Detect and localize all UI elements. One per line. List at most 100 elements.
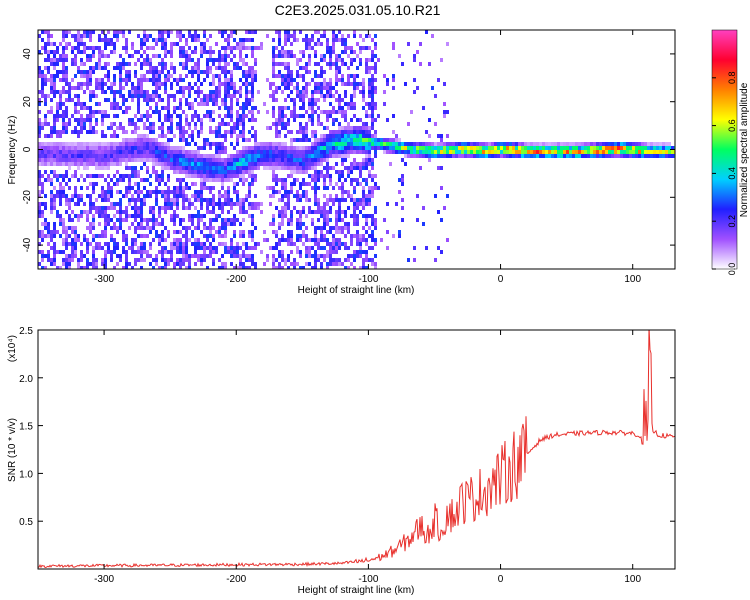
spectrogram-cell	[209, 218, 212, 222]
spectrogram-cell	[98, 234, 101, 238]
spectrogram-cell	[293, 106, 296, 110]
spectrogram-cell	[209, 162, 212, 166]
spectrogram-cell	[185, 182, 188, 186]
spectrogram-cell	[161, 246, 164, 250]
spectrogram-cell	[275, 134, 278, 138]
spectrogram-cell	[515, 142, 518, 146]
spectrogram-cell	[302, 134, 305, 138]
spectrogram-cell	[53, 90, 56, 94]
spectrogram-cell	[347, 166, 350, 170]
spectrogram-cell	[284, 178, 287, 182]
spectrogram-cell	[152, 78, 155, 82]
spectrogram-cell	[497, 142, 500, 146]
spectrogram-cell	[284, 210, 287, 214]
spectrogram-cell	[335, 210, 338, 214]
spectrogram-cell	[134, 130, 137, 134]
spectrogram-cell	[41, 174, 44, 178]
spectrogram-cell	[317, 82, 320, 86]
spectrogram-cell	[173, 194, 176, 198]
spectrogram-cell	[131, 142, 134, 146]
spectrogram-cell	[125, 142, 128, 146]
spectrogram-cell	[137, 138, 140, 142]
spectrogram-cell	[191, 50, 194, 54]
spectrogram-cell	[86, 34, 89, 38]
spectrogram-cell	[200, 170, 203, 174]
spectrogram-cell	[284, 158, 287, 162]
spectrogram-cell	[140, 46, 143, 50]
spectrogram-cell	[110, 250, 113, 254]
spectrogram-cell	[275, 206, 278, 210]
spectrogram-cell	[293, 30, 296, 34]
spectrogram-cell	[509, 146, 512, 150]
spectrogram-cell	[56, 90, 59, 94]
spectrogram-cell	[95, 62, 98, 66]
spectrogram-cell	[86, 250, 89, 254]
spectrogram-cell	[371, 262, 374, 266]
spectrogram-cell	[59, 130, 62, 134]
spectrogram-cell	[233, 218, 236, 222]
spectrogram-cell	[152, 258, 155, 262]
spectrogram-cell	[305, 254, 308, 258]
spectrogram-cell	[125, 74, 128, 78]
spectrogram-x-tick-label: 100	[624, 274, 641, 285]
spectrogram-cell	[290, 114, 293, 118]
spectrogram-cell	[362, 86, 365, 90]
spectrogram-cell	[245, 266, 248, 269]
spectrogram-cell	[179, 178, 182, 182]
spectrogram-cell	[260, 158, 263, 162]
spectrogram-cell	[329, 198, 332, 202]
spectrogram-cell	[350, 46, 353, 50]
spectrogram-cell	[326, 38, 329, 42]
spectrogram-cell	[107, 126, 110, 130]
spectrogram-cell	[146, 146, 149, 150]
spectrogram-cell	[65, 182, 68, 186]
spectrogram-cell	[344, 46, 347, 50]
spectrogram-cell	[362, 194, 365, 198]
spectrogram-cell	[449, 142, 452, 146]
spectrogram-cell	[89, 222, 92, 226]
spectrogram-cell	[281, 114, 284, 118]
spectrogram-cell	[371, 54, 374, 58]
spectrogram-cell	[284, 258, 287, 262]
spectrogram-cell	[332, 134, 335, 138]
spectrogram-cell	[83, 102, 86, 106]
spectrogram-cell	[215, 142, 218, 146]
spectrogram-cell	[251, 134, 254, 138]
spectrogram-cell	[431, 142, 434, 146]
spectrogram-cell	[200, 42, 203, 46]
spectrogram-cell	[206, 74, 209, 78]
spectrogram-cell	[503, 146, 506, 150]
spectrogram-cell	[203, 46, 206, 50]
spectrogram-cell	[575, 154, 578, 158]
spectrogram-cell	[329, 246, 332, 250]
spectrogram-cell	[170, 250, 173, 254]
spectrogram-cell	[296, 146, 299, 150]
spectrogram-cell	[146, 194, 149, 198]
spectrogram-cell	[83, 210, 86, 214]
spectrogram-cell	[614, 146, 617, 150]
spectrogram-cell	[71, 162, 74, 166]
spectrogram-cell	[482, 146, 485, 150]
spectrogram-cell	[155, 258, 158, 262]
spectrogram-cell	[206, 246, 209, 250]
spectrogram-cell	[473, 146, 476, 150]
spectrogram-cell	[575, 142, 578, 146]
spectrogram-cell	[161, 162, 164, 166]
spectrogram-cell	[350, 198, 353, 202]
spectrogram-cell	[92, 46, 95, 50]
spectrogram-cell	[137, 50, 140, 54]
spectrogram-cell	[284, 150, 287, 154]
spectrogram-cell	[299, 122, 302, 126]
spectrogram-cell	[224, 150, 227, 154]
spectrogram-cell	[62, 110, 65, 114]
spectrogram-cell	[53, 186, 56, 190]
spectrogram-cell	[245, 254, 248, 258]
spectrogram-cell	[236, 190, 239, 194]
spectrogram-cell	[53, 206, 56, 210]
spectrogram-cell	[143, 78, 146, 82]
spectrogram-cell	[203, 94, 206, 98]
spectrogram-cell	[197, 150, 200, 154]
spectrogram-cell	[137, 90, 140, 94]
spectrogram-cell	[494, 150, 497, 154]
spectrogram-cell	[275, 174, 278, 178]
